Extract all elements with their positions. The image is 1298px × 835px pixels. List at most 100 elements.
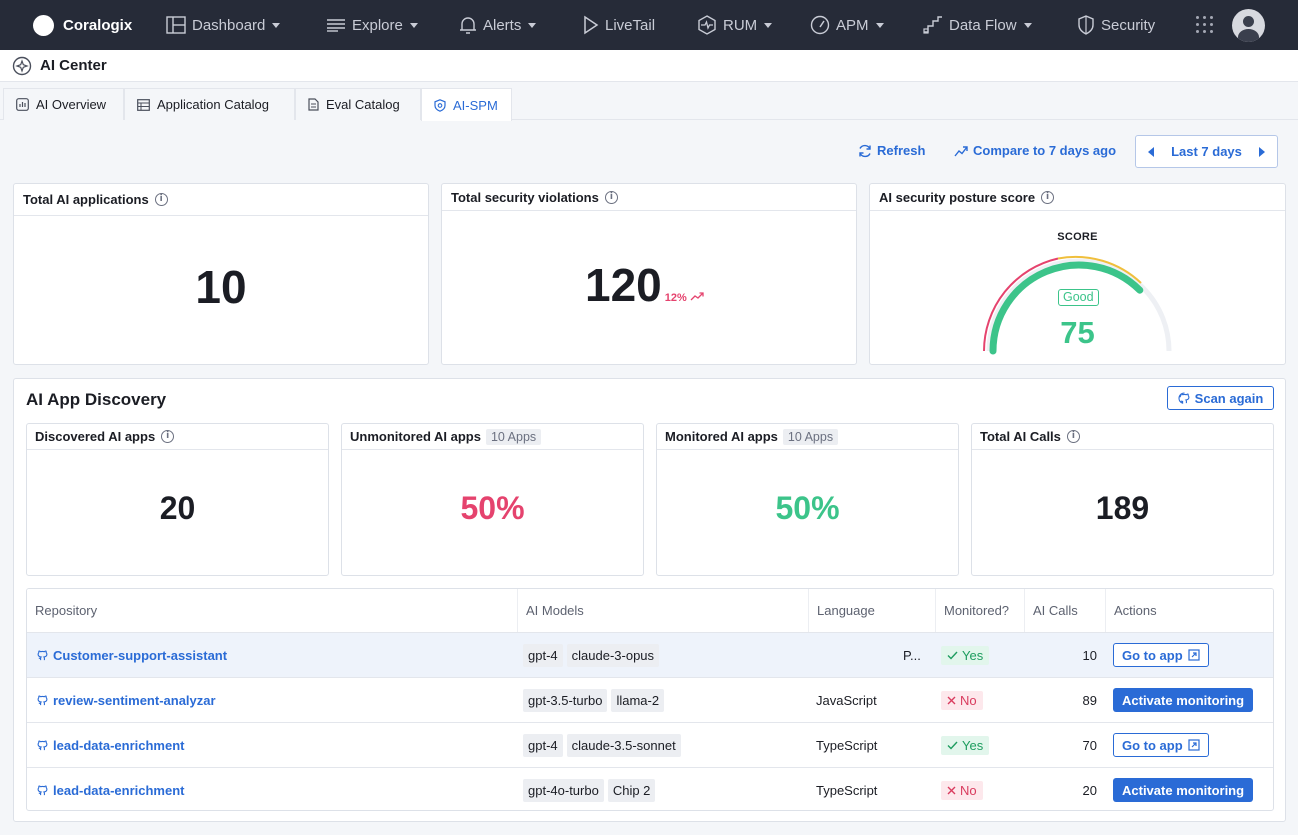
nav-explore[interactable]: Explore — [326, 0, 418, 50]
nav-dashboard[interactable]: Dashboard — [166, 0, 281, 50]
refresh-button[interactable]: Refresh — [858, 143, 925, 158]
compare-button[interactable]: Compare to 7 days ago — [954, 143, 1116, 158]
avatar[interactable] — [1232, 9, 1265, 42]
card-title: Unmonitored AI apps — [350, 429, 481, 444]
chevron-down-icon — [409, 22, 418, 28]
actions-cell: Go to app — [1113, 633, 1209, 677]
discovered-ai-apps-card: Discovered AI apps i 20 — [26, 423, 329, 576]
nav-rum[interactable]: RUM — [697, 0, 773, 50]
nav-security[interactable]: Security — [1077, 0, 1155, 50]
next-range-icon[interactable] — [1258, 146, 1265, 157]
actions-cell: Go to app — [1113, 723, 1209, 767]
tab-label: Eval Catalog — [326, 97, 400, 112]
nav-security-label: Security — [1101, 16, 1156, 34]
monitored-yes-badge: Yes — [941, 735, 990, 755]
data-flow-icon — [923, 16, 942, 34]
brand[interactable]: Coralogix — [33, 14, 132, 36]
check-icon — [947, 741, 958, 750]
scan-again-button[interactable]: Scan again — [1167, 386, 1274, 410]
column-header-monitored[interactable]: Monitored? — [935, 589, 1024, 632]
total-ai-applications-card: Total AI applications i 10 — [13, 183, 429, 365]
tab-application-catalog[interactable]: Application Catalog — [124, 88, 295, 120]
apps-grid-icon[interactable] — [1196, 16, 1213, 33]
nav-apm[interactable]: APM — [810, 0, 884, 50]
external-link-icon — [1188, 739, 1200, 751]
total-security-violations-card: Total security violations i 120 12% — [441, 183, 857, 365]
card-header: Total AI applications i — [14, 184, 428, 216]
column-header-ai-calls[interactable]: AI Calls — [1024, 589, 1105, 632]
card-title: Discovered AI apps — [35, 429, 156, 444]
column-header-repository[interactable]: Repository — [35, 603, 98, 618]
nav-data-flow[interactable]: Data Flow — [923, 0, 1032, 50]
play-icon — [584, 15, 599, 35]
chevron-down-icon — [528, 22, 537, 28]
dashboard-icon — [166, 16, 186, 34]
info-icon[interactable]: i — [1041, 190, 1055, 204]
column-header-actions: Actions — [1105, 589, 1273, 632]
card-header: Total security violations i — [442, 184, 856, 211]
repository-link[interactable]: lead-data-enrichment — [36, 768, 184, 810]
monitored-cell: No — [941, 678, 983, 722]
activate-monitoring-button[interactable]: Activate monitoring — [1113, 778, 1254, 802]
table-row[interactable]: lead-data-enrichment gpt-4 claude-3.5-so… — [27, 723, 1273, 768]
prev-range-icon[interactable] — [1148, 146, 1154, 157]
discovery-table: Repository AI Models Language Monitored?… — [26, 588, 1274, 811]
bell-icon — [460, 17, 476, 34]
actions-cell: Activate monitoring — [1113, 768, 1254, 810]
repository-link[interactable]: review-sentiment-analyzar — [36, 678, 216, 722]
go-to-app-button[interactable]: Go to app — [1113, 733, 1209, 757]
info-icon[interactable]: i — [154, 193, 168, 206]
repository-link[interactable]: lead-data-enrichment — [36, 723, 184, 767]
table-row[interactable]: lead-data-enrichment gpt-4o-turbo Chip 2… — [27, 768, 1273, 810]
total-security-violations-value: 120 — [585, 259, 662, 311]
chevron-down-icon — [764, 22, 773, 28]
column-header-language[interactable]: Language — [808, 589, 935, 632]
info-icon[interactable]: i — [604, 190, 618, 204]
nav-alerts[interactable]: Alerts — [459, 0, 537, 50]
monitored-no-badge: No — [941, 690, 983, 710]
language-cell: JavaScript — [816, 692, 877, 708]
card-title: AI security posture score — [879, 189, 1036, 205]
github-icon — [37, 785, 48, 795]
card-header: Discovered AI apps i — [27, 424, 328, 450]
nav-rum-label: RUM — [723, 16, 758, 34]
tab-eval-catalog[interactable]: Eval Catalog — [295, 88, 421, 120]
nav-explore-label: Explore — [352, 16, 403, 34]
external-link-icon — [1188, 649, 1200, 661]
monitored-ai-apps-value: 50% — [775, 490, 840, 526]
refresh-icon — [859, 144, 871, 157]
github-icon — [37, 650, 48, 660]
time-range-picker[interactable]: Last 7 days — [1135, 135, 1278, 168]
activate-monitoring-button[interactable]: Activate monitoring — [1113, 688, 1254, 712]
table-row[interactable]: Customer-support-assistant gpt-4 claude-… — [27, 633, 1273, 678]
ai-calls-cell: 70 — [1082, 737, 1097, 753]
trend-up-icon — [954, 145, 968, 156]
close-icon — [947, 696, 956, 704]
card-header: Unmonitored AI apps 10 Apps — [342, 424, 643, 450]
repository-link[interactable]: Customer-support-assistant — [36, 633, 227, 677]
explore-icon — [327, 19, 345, 32]
table-row[interactable]: review-sentiment-analyzar gpt-3.5-turbo … — [27, 678, 1273, 723]
time-range-label: Last 7 days — [1171, 144, 1242, 159]
go-to-app-button[interactable]: Go to app — [1113, 643, 1209, 667]
github-icon — [37, 695, 48, 705]
status-badge: Good — [1058, 289, 1099, 306]
monitored-yes-badge: Yes — [941, 645, 990, 665]
card-header: Monitored AI apps 10 Apps — [657, 424, 958, 450]
ai-models-cell: gpt-4 claude-3.5-sonnet — [523, 723, 685, 767]
check-icon — [947, 651, 958, 660]
scan-again-label: Scan again — [1194, 390, 1264, 406]
tab-ai-overview[interactable]: AI Overview — [3, 88, 124, 120]
gauge-icon — [810, 15, 830, 35]
card-header: Total AI Calls i — [972, 424, 1273, 450]
table-header: Repository AI Models Language Monitored?… — [27, 589, 1273, 633]
nav-livetail[interactable]: LiveTail — [583, 0, 655, 50]
nav-dashboard-label: Dashboard — [192, 16, 266, 34]
tab-ai-spm[interactable]: AI-SPM — [421, 88, 512, 121]
info-icon[interactable]: i — [161, 430, 175, 443]
ai-app-discovery-section: AI App Discovery Scan again Discovered A… — [13, 378, 1286, 822]
info-icon[interactable]: i — [1066, 430, 1080, 443]
column-header-ai-models[interactable]: AI Models — [517, 589, 808, 632]
tab-label: Application Catalog — [157, 97, 270, 112]
model-chip: gpt-4 — [523, 733, 563, 757]
